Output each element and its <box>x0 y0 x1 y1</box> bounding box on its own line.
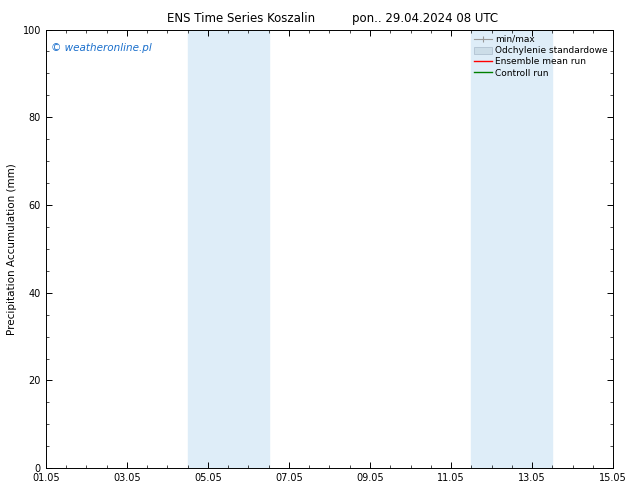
Bar <box>471 29 552 468</box>
Legend: min/max, Odchylenie standardowe, Ensemble mean run, Controll run: min/max, Odchylenie standardowe, Ensembl… <box>472 32 611 80</box>
Y-axis label: Precipitation Accumulation (mm): Precipitation Accumulation (mm) <box>7 163 17 335</box>
Text: © weatheronline.pl: © weatheronline.pl <box>51 43 152 53</box>
Text: ENS Time Series Koszalin: ENS Time Series Koszalin <box>167 12 315 25</box>
Bar <box>188 29 269 468</box>
Text: pon.. 29.04.2024 08 UTC: pon.. 29.04.2024 08 UTC <box>352 12 498 25</box>
